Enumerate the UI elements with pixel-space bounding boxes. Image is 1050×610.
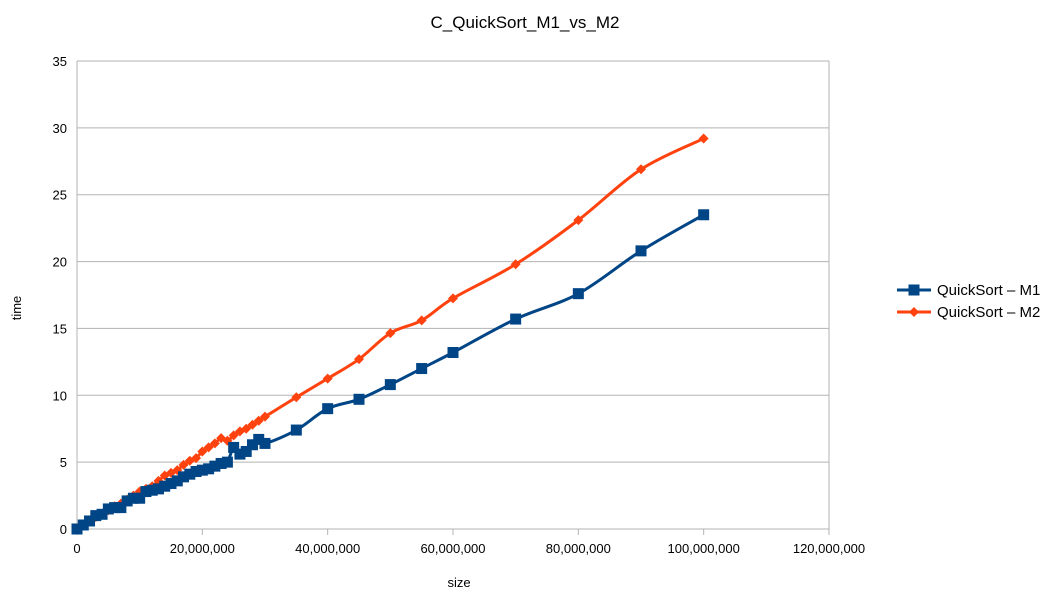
data-point (322, 373, 333, 384)
x-tick-label: 20,000,000 (170, 541, 235, 556)
y-axis-label: time (9, 296, 24, 321)
data-point (416, 315, 427, 326)
data-point (354, 354, 364, 365)
data-point (448, 293, 458, 304)
y-tick-label: 20 (53, 255, 67, 270)
gridlines (77, 60, 830, 530)
data-point (140, 486, 152, 498)
data-point (698, 209, 710, 221)
x-tick-label: 120,000,000 (793, 541, 865, 556)
data-point (209, 460, 221, 472)
data-point (165, 478, 177, 490)
data-point (510, 313, 522, 325)
y-tick-label: 15 (53, 321, 67, 336)
data-point (259, 437, 271, 449)
data-point (197, 446, 208, 457)
data-point (447, 346, 459, 358)
data-point (290, 424, 302, 436)
data-point (322, 403, 334, 415)
data-point (635, 245, 647, 257)
data-point (77, 519, 89, 531)
x-axis-label: size (447, 575, 470, 590)
y-tick-label: 10 (53, 388, 67, 403)
data-point (234, 448, 246, 460)
data-point (241, 423, 252, 434)
data-point (253, 415, 264, 426)
data-point (121, 495, 133, 507)
legend-label: QuickSort – M1 (937, 282, 1040, 299)
data-point (573, 215, 584, 226)
data-point (636, 164, 646, 175)
data-point (190, 466, 202, 478)
data-point (191, 453, 202, 464)
data-point (228, 441, 240, 453)
data-point (178, 459, 189, 470)
series-group (71, 133, 710, 535)
legend-marker (909, 307, 919, 317)
data-point (510, 259, 521, 270)
x-tick-label: 80,000,000 (546, 541, 611, 556)
axes: 0 5 10 15 20 25 30 35 0 20,000,000 40,000,000 60,00… (53, 54, 866, 556)
data-point (196, 464, 208, 476)
x-tick-label: 40,000,000 (295, 541, 360, 556)
legend: QuickSort – M1 QuickSort – M2 (897, 282, 1040, 321)
data-point (171, 475, 183, 487)
y-tick-label: 0 (60, 522, 67, 537)
data-point (698, 133, 709, 144)
data-point (96, 508, 108, 520)
data-point (109, 502, 121, 514)
data-point (134, 492, 146, 504)
legend-item-m1: QuickSort – M1 (897, 282, 1040, 299)
data-point (253, 433, 265, 445)
data-point (247, 419, 258, 430)
legend-label: QuickSort – M2 (937, 304, 1040, 321)
data-point (572, 288, 584, 300)
data-point (71, 523, 83, 535)
series-m1 (71, 209, 710, 535)
data-point (203, 442, 214, 453)
data-point (215, 457, 227, 469)
data-point (146, 484, 158, 496)
data-point (84, 515, 96, 527)
data-point (178, 471, 190, 483)
data-point (90, 510, 102, 522)
data-point (353, 393, 365, 405)
y-tick-label: 30 (53, 121, 67, 136)
data-point (228, 430, 239, 441)
data-point (159, 480, 171, 492)
data-point (416, 363, 428, 375)
y-tick-label: 25 (53, 188, 67, 203)
data-point (127, 492, 139, 504)
x-tick-label: 60,000,000 (420, 541, 485, 556)
series-m2 (72, 133, 709, 534)
legend-item-m2: QuickSort – M2 (897, 304, 1040, 321)
legend-marker (908, 284, 920, 296)
data-point (384, 379, 396, 391)
data-point (152, 483, 164, 495)
data-point (203, 463, 215, 475)
data-point (260, 411, 270, 422)
data-point (385, 328, 396, 339)
data-point (240, 445, 252, 457)
y-tick-label: 35 (53, 54, 67, 69)
data-point (115, 502, 127, 514)
data-point (102, 503, 114, 515)
data-point (291, 392, 302, 403)
data-point (221, 456, 233, 468)
x-tick-label: 0 (73, 541, 80, 556)
data-point (246, 439, 258, 451)
data-point (209, 438, 220, 449)
x-tick-label: 100,000,000 (668, 541, 740, 556)
data-point (184, 468, 196, 480)
chart-title: C_QuickSort_M1_vs_M2 (431, 13, 620, 32)
y-tick-label: 5 (60, 455, 67, 470)
